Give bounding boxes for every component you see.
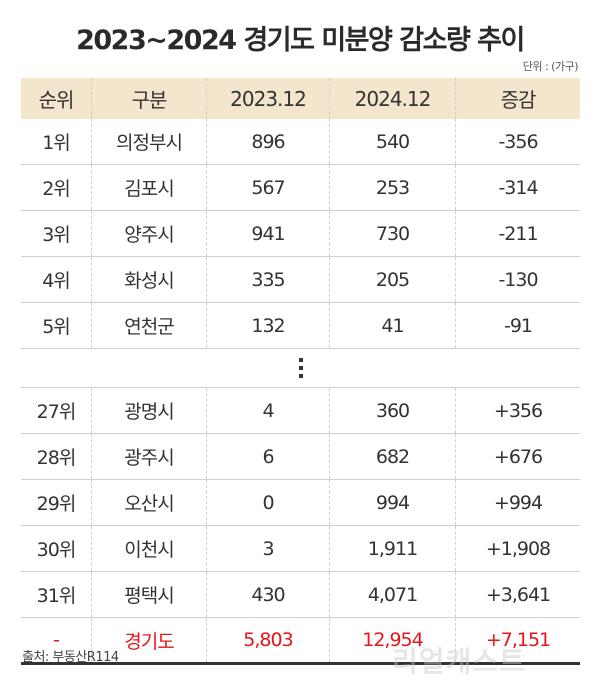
table-row: 5위 연천군 132 41 -91 <box>21 303 580 349</box>
region-cell: 김포시 <box>92 165 207 210</box>
change-cell: -211 <box>498 222 538 245</box>
page-title: 2023~2024 경기도 미분양 감소량 추이 <box>76 25 525 56</box>
value-2024-cell: 1,911 <box>330 526 456 571</box>
table-row: 30위 이천시 3 1,911 +1,908 <box>21 526 580 572</box>
region-cell: 양주시 <box>92 211 207 256</box>
region-cell: 광명시 <box>92 388 207 433</box>
change-cell: -356 <box>498 130 538 153</box>
value-2023-cell: 5,803 <box>207 618 330 662</box>
value-2024-cell: 730 <box>330 211 456 256</box>
table-row: 28위 광주시 6 682 +676 <box>21 434 580 480</box>
header-rank: 순위 <box>21 78 92 119</box>
region-cell: 화성시 <box>92 257 207 302</box>
region-cell: 이천시 <box>92 526 207 571</box>
header-2023: 2023.12 <box>207 78 330 119</box>
value-2024-cell: 41 <box>330 303 456 348</box>
watermark-logo: 리얼캐스트 <box>392 645 526 678</box>
value-2024-cell: 540 <box>330 119 456 164</box>
table-row: 4위 화성시 335 205 -130 <box>21 257 580 303</box>
value-2023-cell: 3 <box>207 526 330 571</box>
header-2024: 2024.12 <box>330 78 456 119</box>
table-row: 1위 의정부시 896 540 -356 <box>21 119 580 165</box>
change-cell: +7,151 <box>485 629 551 651</box>
value-2023-cell: 430 <box>207 572 330 617</box>
rank-cell: - <box>21 618 92 662</box>
change-cell: +1,908 <box>485 537 551 560</box>
value-2023-cell: 567 <box>207 165 330 210</box>
rank-cell: 1위 <box>21 119 92 164</box>
rank-cell: 5위 <box>21 303 92 348</box>
header-change: 증감 <box>500 88 537 112</box>
value-2024-cell: 205 <box>330 257 456 302</box>
rank-cell: 4위 <box>21 257 92 302</box>
change-cell: +356 <box>493 399 543 422</box>
rank-cell: 2위 <box>21 165 92 210</box>
rank-cell: 27위 <box>21 388 92 433</box>
region-cell: 오산시 <box>92 480 207 525</box>
value-2023-cell: 335 <box>207 257 330 302</box>
value-2024-cell: 994 <box>330 480 456 525</box>
rank-cell: 29위 <box>21 480 92 525</box>
region-cell: 의정부시 <box>92 119 207 164</box>
unit-label: 단위 : (가구) <box>522 60 579 73</box>
change-cell: +676 <box>493 445 543 468</box>
value-2023-cell: 4 <box>207 388 330 433</box>
region-cell: 연천군 <box>92 303 207 348</box>
value-2024-cell: 682 <box>330 434 456 479</box>
change-cell: -91 <box>503 314 533 337</box>
vertical-ellipsis-icon <box>298 358 303 378</box>
value-2023-cell: 6 <box>207 434 330 479</box>
table-header-row: 순위 구분 2023.12 2024.12 증감 <box>21 78 580 119</box>
rank-cell: 3위 <box>21 211 92 256</box>
change-cell: -130 <box>498 268 538 291</box>
value-2023-cell: 941 <box>207 211 330 256</box>
change-cell: +994 <box>493 491 543 514</box>
region-cell: 경기도 <box>92 618 207 662</box>
value-2024-cell: 4,071 <box>330 572 456 617</box>
rank-cell: 31위 <box>21 572 92 617</box>
table-row: 2위 김포시 567 253 -314 <box>21 165 580 211</box>
header-region: 구분 <box>92 78 207 119</box>
table-row: 27위 광명시 4 360 +356 <box>21 388 580 434</box>
value-2024-cell: 360 <box>330 388 456 433</box>
table-row: 29위 오산시 0 994 +994 <box>21 480 580 526</box>
rank-cell: 30위 <box>21 526 92 571</box>
value-2023-cell: 896 <box>207 119 330 164</box>
ellipsis-row <box>21 349 580 388</box>
region-cell: 평택시 <box>92 572 207 617</box>
rank-cell: 28위 <box>21 434 92 479</box>
table-row: 3위 양주시 941 730 -211 <box>21 211 580 257</box>
data-table: 순위 구분 2023.12 2024.12 증감 1위 의정부시 896 540… <box>21 78 580 665</box>
change-cell: +3,641 <box>485 583 551 606</box>
change-cell: -314 <box>498 176 538 199</box>
total-row: - 경기도 5,803 12,954 +7,151 <box>21 618 580 665</box>
value-2023-cell: 132 <box>207 303 330 348</box>
region-cell: 광주시 <box>92 434 207 479</box>
source-label: 출처: 부동산R114 <box>22 650 119 665</box>
value-2023-cell: 0 <box>207 480 330 525</box>
table-row: 31위 평택시 430 4,071 +3,641 <box>21 572 580 618</box>
value-2024-cell: 253 <box>330 165 456 210</box>
value-2024-cell: 12,954 <box>330 618 456 662</box>
